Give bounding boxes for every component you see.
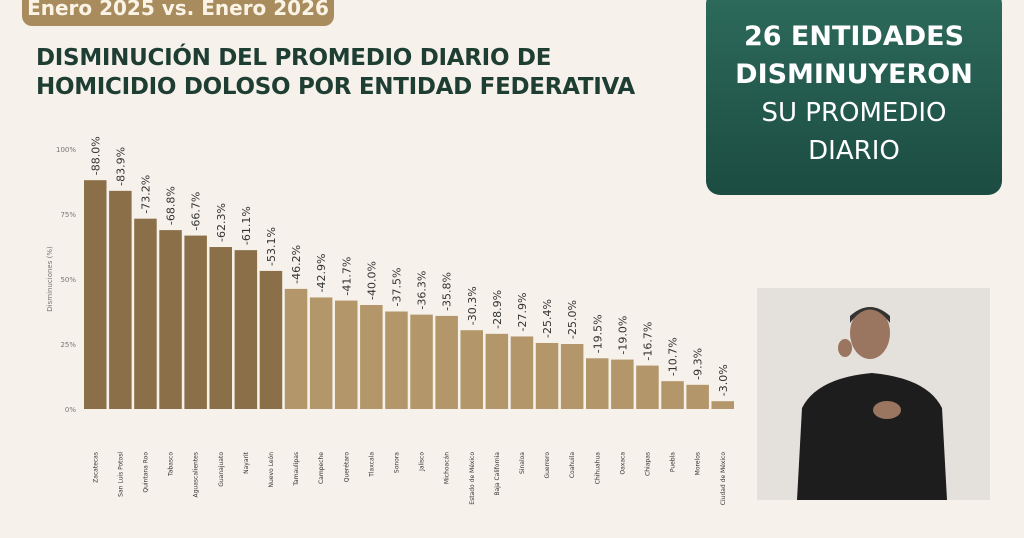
x-tick-label: Chihuahua bbox=[594, 452, 601, 485]
x-tick-label: Coahuila bbox=[569, 452, 576, 478]
bar bbox=[611, 359, 634, 409]
data-label: -41.7% bbox=[340, 257, 353, 296]
bar bbox=[435, 315, 458, 409]
bar bbox=[335, 300, 358, 409]
bar bbox=[84, 180, 107, 409]
data-label: -66.7% bbox=[190, 192, 203, 231]
x-tick-label: Nayarit bbox=[243, 451, 250, 474]
data-label: -19.0% bbox=[616, 316, 629, 355]
bar bbox=[510, 336, 534, 409]
title-line-2: HOMICIDIO DOLOSO POR ENTIDAD FEDERATIVA bbox=[36, 74, 635, 100]
data-label: -61.1% bbox=[240, 206, 253, 245]
x-tick-label: Tlaxcala bbox=[368, 452, 375, 478]
callout-line-4: DIARIO bbox=[808, 136, 900, 166]
x-tick-label: Estado de México bbox=[469, 452, 476, 505]
title-line-1: DISMINUCIÓN DEL PROMEDIO DIARIO DE bbox=[36, 45, 552, 71]
data-label: -46.2% bbox=[290, 245, 303, 284]
bar bbox=[636, 365, 659, 409]
data-label: -30.3% bbox=[466, 286, 479, 325]
bar bbox=[109, 190, 132, 409]
bar bbox=[284, 288, 308, 409]
y-tick-label: 75% bbox=[60, 211, 76, 219]
x-tick-label: Chiapas bbox=[644, 452, 651, 476]
bar bbox=[586, 358, 609, 409]
bar bbox=[309, 297, 333, 409]
bar bbox=[184, 235, 207, 409]
data-label: -25.4% bbox=[541, 299, 554, 338]
callout-box: 26 ENTIDADES DISMINUYERON SU PROMEDIO DI… bbox=[706, 0, 1002, 195]
data-label: -42.9% bbox=[315, 254, 328, 293]
data-label: -73.2% bbox=[139, 175, 152, 214]
data-label: -40.0% bbox=[365, 261, 378, 300]
page-title: DISMINUCIÓN DEL PROMEDIO DIARIO DE HOMIC… bbox=[36, 44, 635, 102]
bar bbox=[234, 250, 258, 409]
data-label: -35.8% bbox=[441, 272, 454, 311]
bar bbox=[159, 230, 182, 409]
x-tick-label: Nuevo León bbox=[268, 452, 275, 488]
x-tick-label: Guerrero bbox=[544, 452, 551, 479]
x-tick-label: Michoacán bbox=[444, 452, 451, 484]
data-label: -16.7% bbox=[641, 322, 654, 361]
data-label: -88.0% bbox=[89, 136, 102, 175]
data-label: -9.3% bbox=[692, 348, 705, 380]
x-tick-label: Baja California bbox=[494, 452, 501, 496]
y-tick-label: 100% bbox=[56, 146, 76, 154]
data-label: -19.5% bbox=[591, 314, 604, 353]
y-tick-label: 50% bbox=[60, 276, 76, 284]
callout-line-1: 26 ENTIDADES bbox=[743, 21, 965, 52]
x-tick-label: Jalisco bbox=[419, 452, 426, 472]
data-label: -28.9% bbox=[491, 290, 504, 329]
data-label: -27.9% bbox=[516, 293, 529, 332]
bar bbox=[686, 384, 709, 409]
callout-line-3: SU PROMEDIO bbox=[761, 98, 947, 128]
callout-line-2: DISMINUYERON bbox=[735, 59, 973, 90]
bar bbox=[485, 333, 509, 409]
bar bbox=[134, 218, 157, 409]
x-tick-label: Campeche bbox=[318, 452, 325, 484]
data-label: -83.9% bbox=[114, 147, 127, 186]
x-tick-label: Ciudad de México bbox=[720, 452, 727, 506]
y-tick-label: 0% bbox=[65, 406, 76, 414]
x-tick-label: Puebla bbox=[670, 452, 677, 472]
bar bbox=[259, 270, 283, 409]
period-text: Enero 2025 vs. Enero 2026 bbox=[27, 0, 329, 20]
period-badge: Enero 2025 vs. Enero 2026 bbox=[22, 0, 334, 26]
x-tick-label: Oaxaca bbox=[619, 452, 626, 475]
bar bbox=[410, 314, 433, 409]
x-tick-label: Querétaro bbox=[343, 452, 350, 483]
bar bbox=[209, 247, 232, 409]
bar bbox=[661, 381, 684, 409]
x-tick-label: Tamaulipas bbox=[293, 452, 300, 487]
bar bbox=[560, 344, 584, 409]
x-tick-label: Morelos bbox=[695, 452, 702, 475]
x-tick-label: Aguascalientes bbox=[193, 452, 200, 498]
data-label: -53.1% bbox=[265, 227, 278, 266]
bar bbox=[711, 401, 734, 409]
x-tick-label: Quintana Roo bbox=[142, 452, 149, 493]
x-tick-label: Sonora bbox=[393, 452, 400, 473]
data-label: -62.3% bbox=[215, 203, 228, 242]
bar bbox=[535, 342, 559, 409]
data-label: -10.7% bbox=[667, 337, 680, 376]
x-tick-label: Guanajuato bbox=[218, 452, 225, 487]
y-tick-label: 25% bbox=[60, 341, 76, 349]
x-tick-label: Zacatecas bbox=[92, 452, 99, 483]
bar bbox=[385, 311, 408, 409]
bar-chart: 0% 25% 50% 75% 100% Disminuciones (%) -88.0% Za… bbox=[46, 136, 734, 506]
data-label: -3.0% bbox=[717, 364, 730, 396]
y-axis-label: Disminuciones (%) bbox=[46, 246, 54, 312]
bar bbox=[360, 305, 383, 409]
data-label: -36.3% bbox=[416, 271, 429, 310]
x-tick-label: San Luis Potosí bbox=[117, 452, 124, 497]
data-label: -37.5% bbox=[390, 268, 403, 307]
sign-language-interpreter-video bbox=[757, 288, 990, 500]
data-label: -25.0% bbox=[566, 300, 579, 339]
interpreter-figure bbox=[757, 288, 990, 500]
x-tick-label: Tabasco bbox=[168, 452, 175, 477]
data-label: -68.8% bbox=[165, 186, 178, 225]
x-tick-label: Sinaloa bbox=[519, 452, 526, 474]
bar bbox=[460, 330, 483, 409]
